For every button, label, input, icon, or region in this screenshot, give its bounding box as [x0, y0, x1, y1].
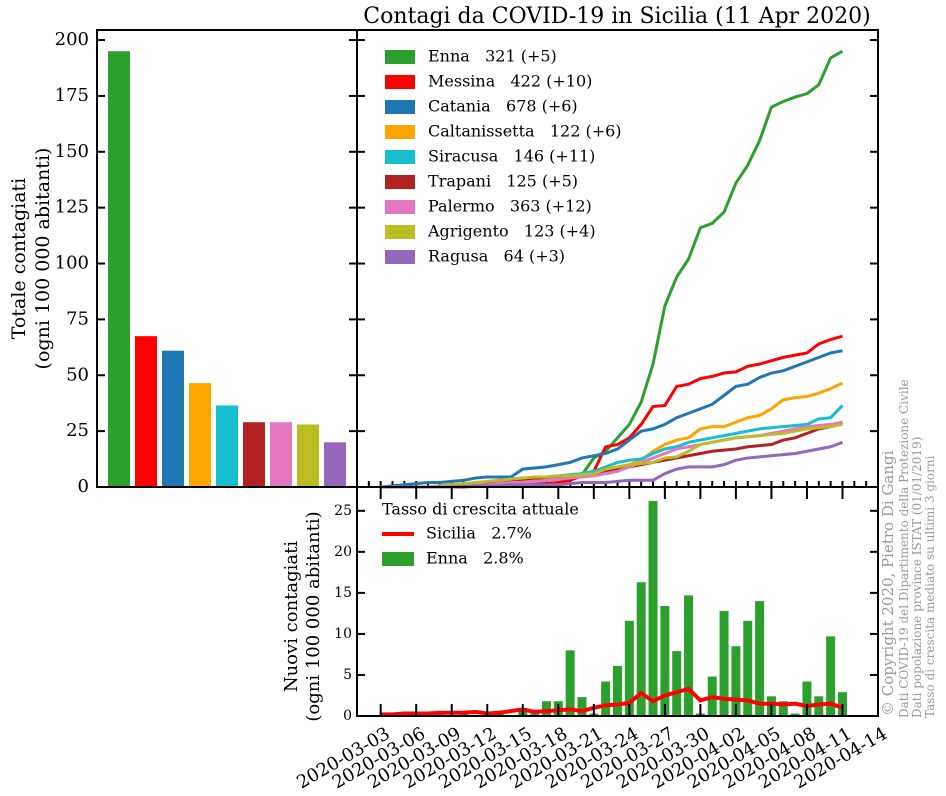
legend-label: Caltanissetta 122 (+6)	[428, 122, 622, 141]
bar	[790, 713, 800, 716]
bar	[577, 697, 587, 716]
bar	[802, 681, 812, 716]
legend-swatch	[385, 75, 415, 89]
bar	[648, 500, 658, 716]
source-note: Dati COVID-19 del Dipartimento della Pro…	[897, 379, 911, 718]
y-axis-label: (ogni 100 000 abitanti)	[32, 148, 54, 370]
legend-swatch	[382, 552, 414, 566]
legend-swatch	[385, 175, 415, 189]
y-tick-label: 200	[55, 29, 89, 50]
bar	[636, 582, 646, 716]
legend-label: Catania 678 (+6)	[428, 97, 578, 116]
legend-label: Sicilia 2.7%	[426, 524, 532, 543]
legend-swatch	[385, 50, 415, 64]
legend-label: Trapani 125 (+5)	[428, 172, 578, 191]
legend-swatch	[385, 250, 415, 264]
bar	[719, 610, 729, 716]
bar	[601, 681, 611, 716]
y-tick-label: 150	[55, 141, 89, 162]
legend-label: Siracusa 146 (+11)	[428, 147, 595, 166]
bar	[684, 595, 694, 716]
bar	[297, 424, 319, 487]
bar	[108, 51, 130, 487]
bar	[778, 701, 788, 716]
y-tick-label: 20	[334, 544, 352, 560]
bar	[541, 701, 551, 716]
bar	[565, 650, 575, 716]
y-axis-label: Totale contagiati	[8, 178, 30, 340]
bar	[324, 442, 346, 487]
bar	[135, 336, 157, 487]
legend-swatch	[385, 200, 415, 214]
y-tick-label: 0	[78, 476, 89, 497]
legend-swatch	[385, 125, 415, 139]
bar	[494, 713, 504, 716]
bar	[672, 651, 682, 716]
bar	[270, 422, 292, 487]
source-note: Tasso di crescita mediato su ultimi 3 gi…	[923, 455, 937, 718]
line	[380, 686, 844, 717]
legend-title: Tasso di crescita attuale	[382, 500, 579, 519]
bar	[731, 646, 741, 716]
chart-title: Contagi da COVID-19 in Sicilia (11 Apr 2…	[363, 4, 871, 29]
y-axis-label: Nuovi contagiati	[281, 541, 302, 693]
bar	[216, 405, 238, 487]
bar	[435, 713, 445, 716]
y-axis-label: (ogni 100 000 abitanti)	[303, 511, 324, 721]
y-tick-label: 5	[343, 667, 352, 683]
y-tick-label: 50	[66, 364, 89, 385]
source-note: Dati popolazione province ISTAT (01/01/2…	[910, 437, 924, 718]
legend-label: Messina 422 (+10)	[428, 72, 592, 91]
legend-label: Agrigento 123 (+4)	[427, 222, 596, 241]
y-tick-label: 25	[66, 420, 89, 441]
bar	[624, 620, 634, 716]
line	[380, 349, 843, 489]
y-tick-label: 25	[334, 503, 352, 519]
bar	[162, 350, 184, 487]
bar	[755, 601, 765, 716]
line	[380, 422, 843, 489]
legend-swatch	[385, 150, 415, 164]
legend-swatch	[385, 225, 415, 239]
bar	[243, 422, 265, 487]
legend-label: Enna 2.8%	[426, 549, 524, 568]
bar	[826, 636, 836, 716]
axes-frame	[356, 486, 879, 717]
y-tick-label: 0	[343, 708, 352, 724]
legend-label: Ragusa 64 (+3)	[428, 247, 565, 266]
copyright: © Copyright 2020, Pietro Di Gangi	[879, 450, 897, 716]
y-tick-label: 100	[55, 253, 89, 274]
bar	[189, 383, 211, 487]
bar	[530, 713, 540, 716]
y-tick-label: 10	[334, 626, 352, 642]
y-tick-label: 125	[55, 197, 89, 218]
bar	[660, 606, 670, 716]
y-tick-label: 15	[334, 585, 352, 601]
legend-swatch	[385, 100, 415, 114]
y-tick-label: 75	[66, 308, 89, 329]
bar	[743, 620, 753, 716]
line	[380, 49, 844, 489]
y-tick-label: 175	[55, 85, 89, 106]
legend-label: Palermo 363 (+12)	[428, 197, 592, 216]
legend-label: Enna 321 (+5)	[428, 47, 557, 66]
bar	[613, 665, 622, 716]
